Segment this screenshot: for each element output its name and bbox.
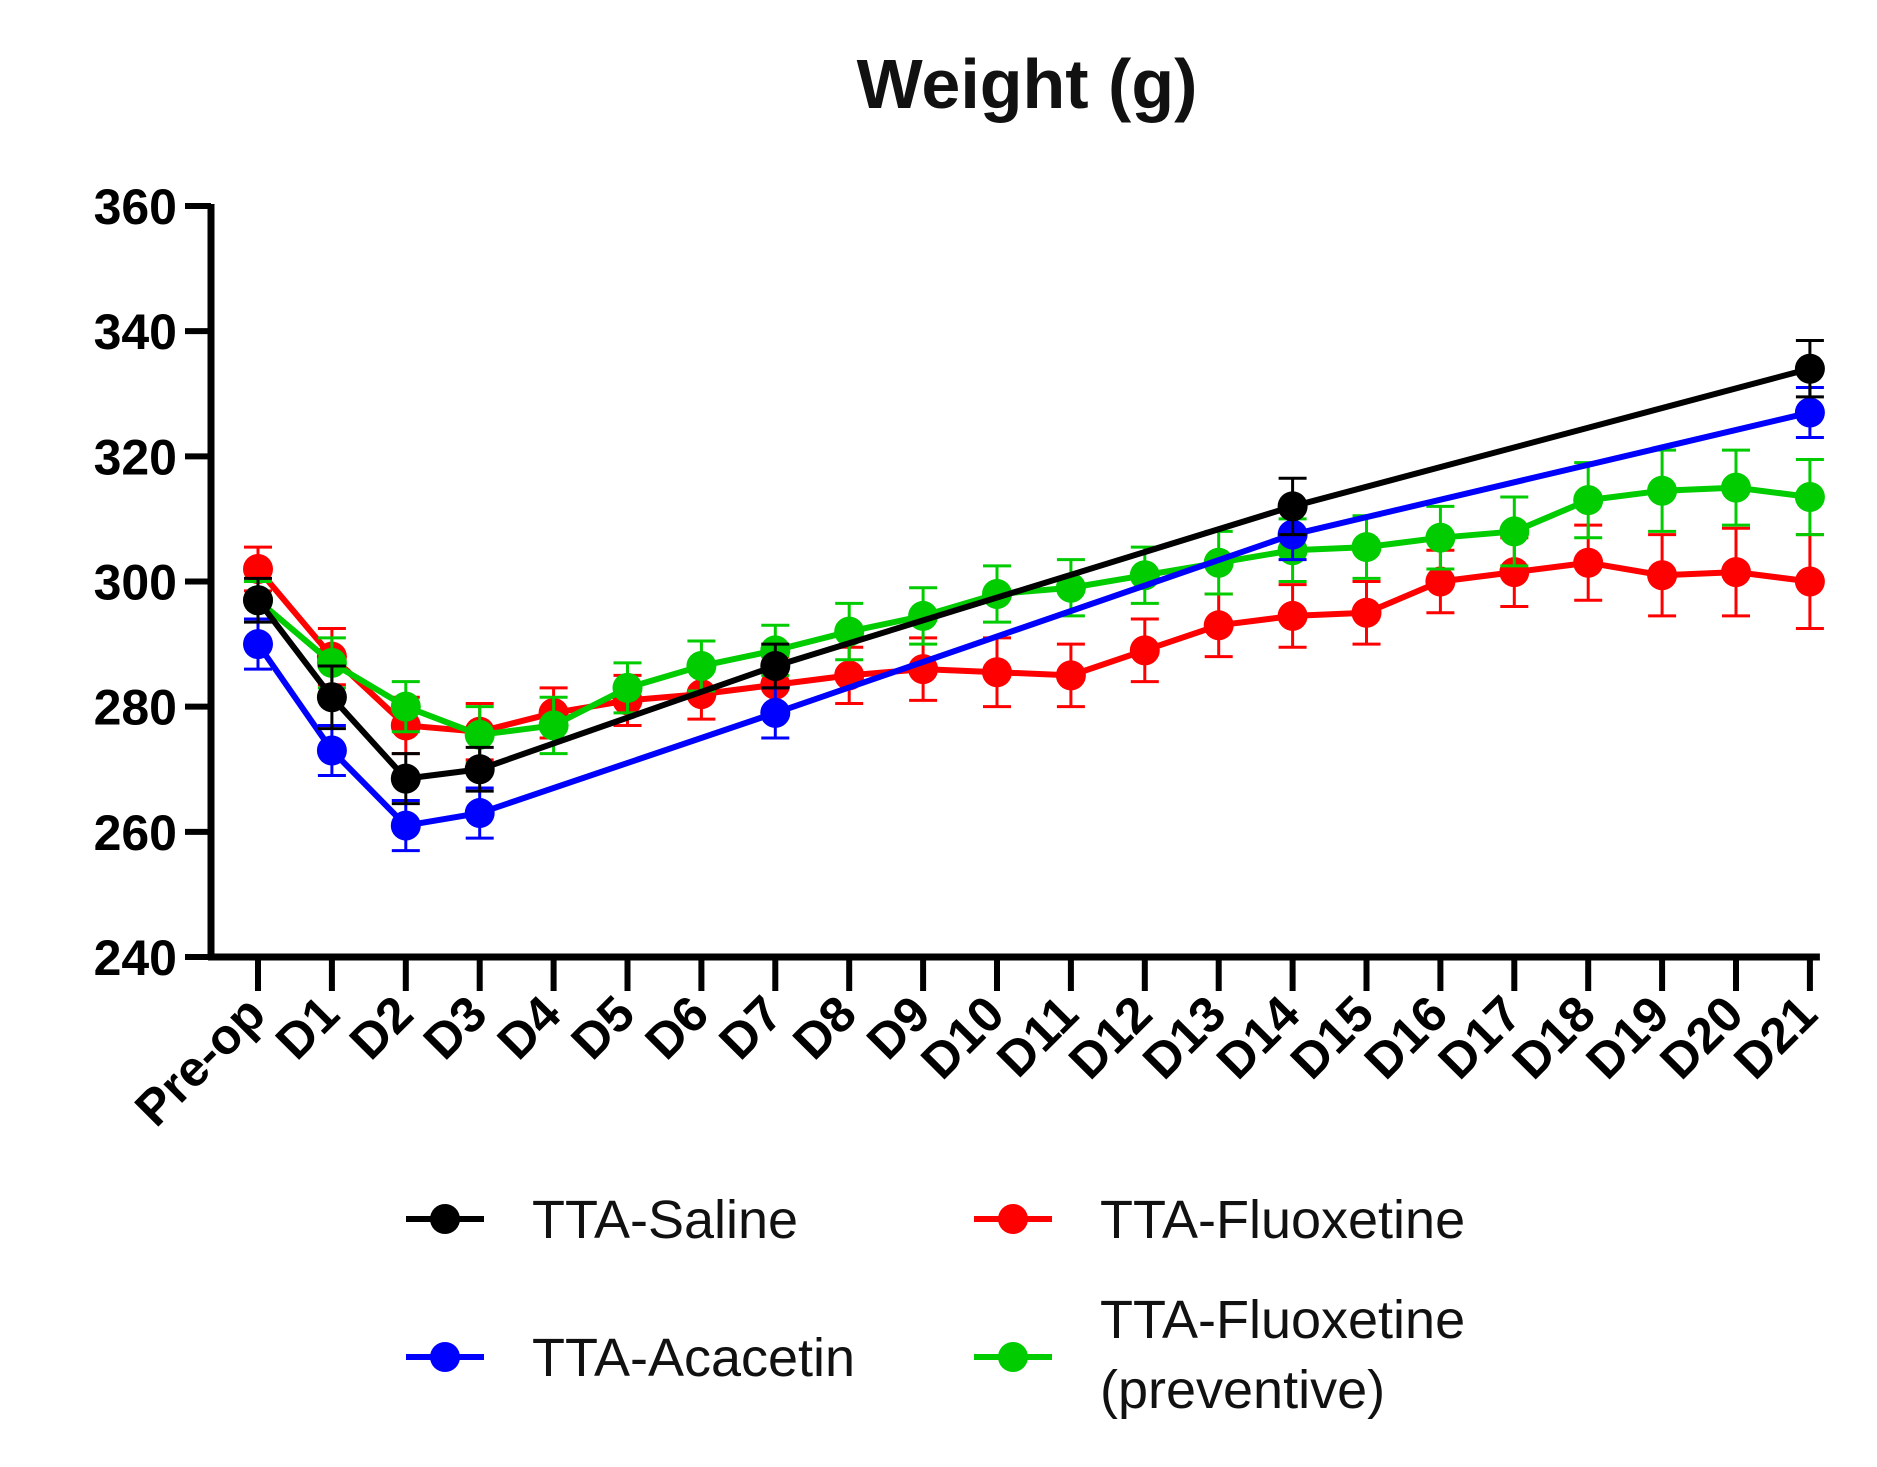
legend-label: (preventive)	[1100, 1360, 1385, 1420]
legend-swatch-marker	[430, 1204, 460, 1234]
x-tick-label: D8	[782, 985, 867, 1070]
legend-label: TTA-Fluoxetine	[1100, 1290, 1465, 1350]
data-point	[390, 691, 421, 722]
data-point	[316, 735, 347, 766]
y-tick-label: 260	[94, 805, 177, 861]
data-point	[464, 719, 495, 750]
data-point	[1277, 600, 1308, 631]
data-point	[1351, 597, 1382, 628]
data-point	[686, 650, 717, 681]
legend-item: TTA-Fluoxetine	[974, 1190, 1465, 1250]
data-point	[982, 657, 1012, 688]
data-point	[243, 629, 273, 660]
y-tick-label: 340	[94, 304, 177, 360]
data-point	[390, 810, 421, 841]
data-point	[1794, 482, 1825, 513]
data-point	[1277, 491, 1308, 522]
y-tick-label: 280	[94, 680, 177, 736]
legend-label: TTA-Acacetin	[532, 1328, 855, 1388]
data-point	[1499, 516, 1530, 547]
series-line	[255, 365, 1811, 782]
chart-title: Weight (g)	[857, 45, 1198, 123]
data-point	[1573, 485, 1604, 516]
data-point	[1351, 532, 1382, 563]
x-tick-label: D1	[265, 985, 350, 1070]
data-point	[1129, 635, 1160, 666]
series-line	[255, 559, 1811, 735]
legend-label: TTA-Fluoxetine	[1100, 1190, 1465, 1250]
data-point	[1721, 557, 1751, 588]
x-tick-label: D21	[1723, 985, 1827, 1089]
x-tick-label: D2	[339, 985, 424, 1070]
x-tick-label: D7	[708, 985, 793, 1070]
data-point	[316, 647, 347, 678]
data-point	[243, 585, 273, 616]
axes: 240260280300320340360Pre-opD1D2D3D4D5D6D…	[94, 179, 1828, 1137]
x-tick-label: D5	[560, 985, 645, 1070]
data-point	[390, 763, 421, 794]
data-point	[1721, 472, 1751, 503]
legend-label: TTA-Saline	[532, 1190, 798, 1250]
data-point	[1425, 566, 1456, 597]
data-point	[316, 682, 347, 713]
data-point	[464, 754, 495, 785]
data-point	[1647, 475, 1678, 506]
data-point	[1055, 572, 1086, 603]
legend-swatch-marker	[998, 1204, 1028, 1234]
x-tick-label: Pre-op	[124, 985, 276, 1137]
legend: TTA-Saline TTA-Fluoxetine TTA-Acacetin TTA-…	[406, 1190, 1465, 1420]
data-point	[464, 798, 495, 829]
x-tick-label: D6	[634, 985, 719, 1070]
data-point	[1425, 522, 1456, 553]
series-layer	[243, 339, 1825, 853]
legend-item: TTA-Acacetin	[406, 1328, 855, 1388]
data-point	[1794, 397, 1825, 428]
legend-swatch-marker	[430, 1342, 460, 1372]
data-point	[612, 672, 643, 703]
series-line	[256, 484, 1811, 738]
data-point	[1794, 566, 1825, 597]
data-point	[1794, 353, 1825, 384]
data-point	[538, 710, 569, 741]
data-point	[1647, 560, 1678, 591]
y-tick-label: 360	[94, 179, 177, 235]
data-point	[243, 553, 273, 584]
data-point	[1055, 660, 1086, 691]
series-tta-saline	[243, 339, 1825, 806]
series-tta-fluoxetine-preventive	[243, 448, 1825, 765]
data-point	[1573, 547, 1604, 578]
y-tick-label: 300	[94, 555, 177, 611]
data-point	[760, 697, 791, 728]
y-tick-label: 240	[94, 930, 177, 986]
data-point	[760, 650, 791, 681]
legend-item: TTA-Fluoxetine (preventive)	[974, 1290, 1465, 1420]
x-tick-label: D4	[487, 985, 572, 1070]
x-tick-label: D3	[413, 985, 498, 1070]
y-tick-label: 320	[94, 429, 177, 485]
legend-swatch-marker	[998, 1342, 1028, 1372]
data-point	[1203, 610, 1234, 641]
legend-item: TTA-Saline	[406, 1190, 798, 1250]
